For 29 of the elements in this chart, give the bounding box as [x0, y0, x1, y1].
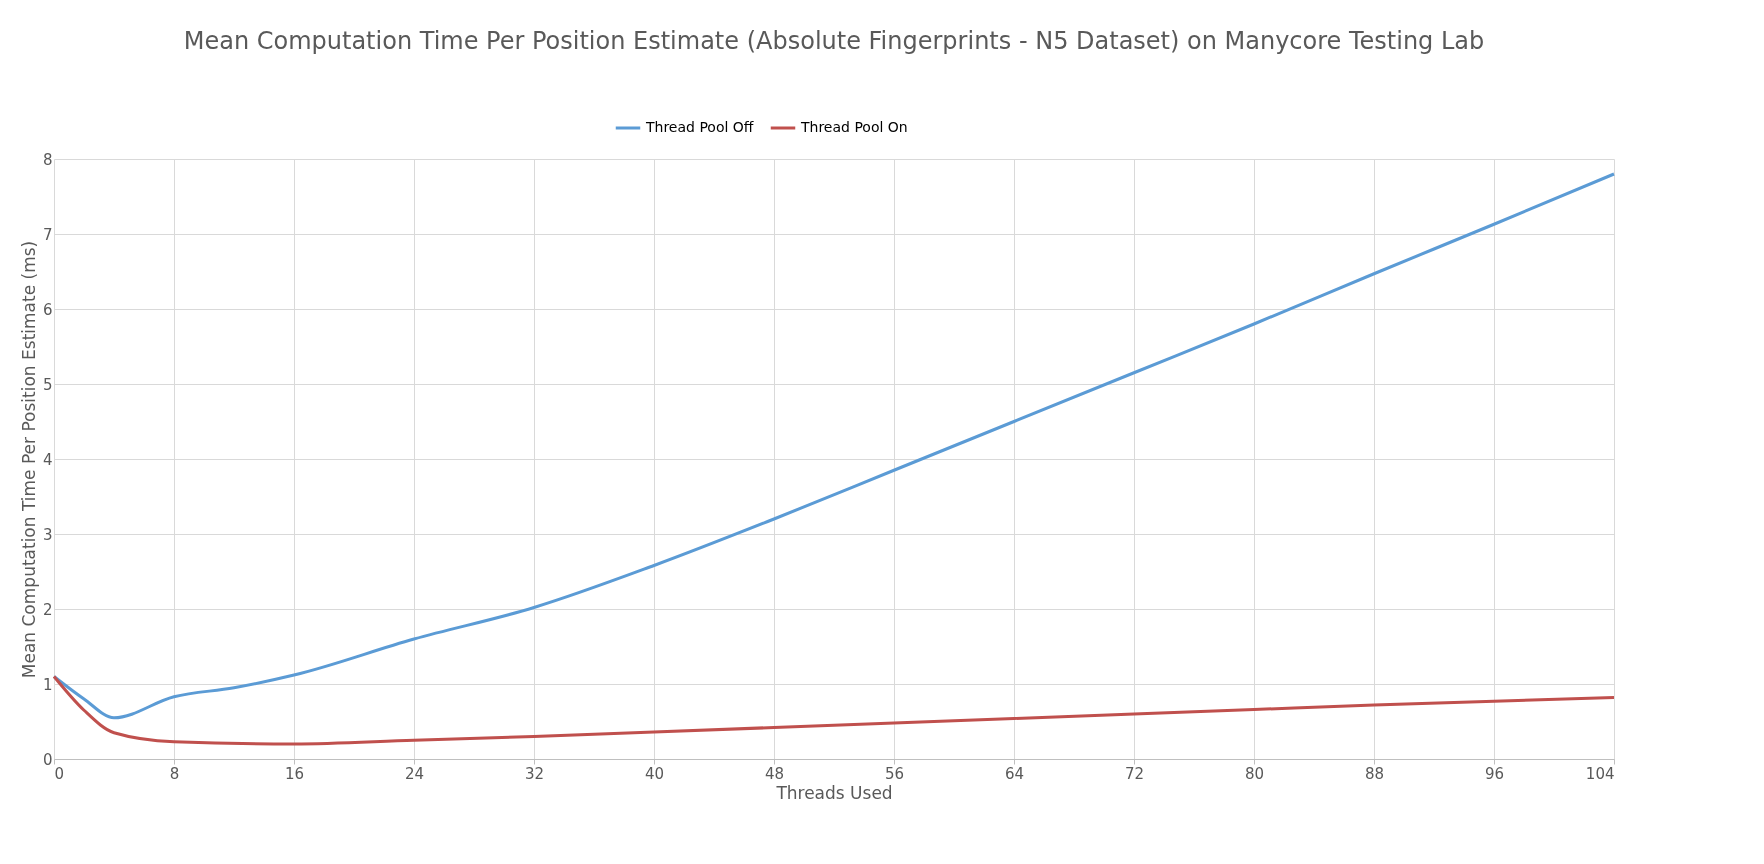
x-tick-label: 48: [764, 764, 785, 783]
x-tick-label: 72: [1124, 764, 1145, 783]
x-tick-label: 8: [169, 764, 180, 783]
chart-title: Mean Computation Time Per Position Estimate (Absolute Fingerprints - N5 Dataset) on Manycore Testing Lab: [183, 27, 1485, 55]
x-tick-label: 56: [884, 764, 905, 783]
y-axis-title: Mean Computation Time Per Position Estimate (ms): [18, 240, 39, 679]
y-tick-label: 4: [42, 450, 53, 469]
legend-label: Thread Pool Off: [645, 119, 754, 135]
legend-label: Thread Pool On: [800, 119, 908, 135]
y-tick-label: 3: [42, 525, 53, 544]
x-tick-label: 104: [1585, 764, 1615, 783]
x-tick-label: 96: [1484, 764, 1505, 783]
x-tick-label: 80: [1244, 764, 1265, 783]
x-tick-label: 24: [404, 764, 425, 783]
y-tick-label: 7: [42, 225, 53, 244]
y-tick-label: 8: [42, 150, 53, 169]
x-tick-label: 32: [524, 764, 545, 783]
line-series: [52, 675, 1616, 746]
y-tick-label: 0: [42, 750, 53, 769]
x-tick-label: 40: [644, 764, 665, 783]
x-tick-label: 16: [284, 764, 305, 783]
y-tick-label: 6: [42, 300, 53, 319]
x-axis-title: Threads Used: [775, 782, 893, 803]
x-tick-label: 0: [54, 764, 65, 783]
x-tick-label: 64: [1004, 764, 1025, 783]
y-tick-label: 5: [42, 375, 53, 394]
y-tick-label: 2: [42, 600, 53, 619]
x-tick-label: 88: [1364, 764, 1385, 783]
y-tick-label: 1: [42, 675, 53, 694]
